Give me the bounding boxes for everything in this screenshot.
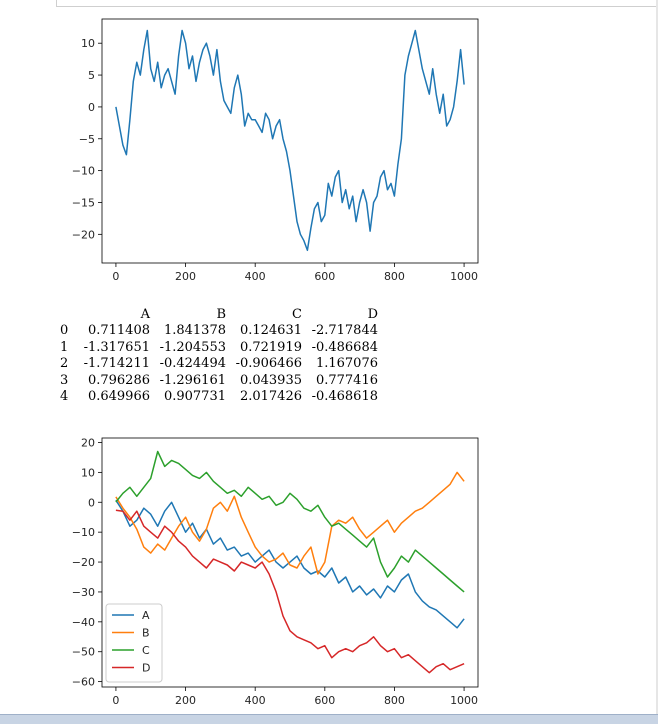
- x-tick-label: 200: [175, 694, 196, 707]
- y-tick-label: 10: [81, 466, 95, 479]
- x-tick-label: 0: [112, 694, 119, 707]
- legend-label: B: [142, 627, 150, 640]
- y-tick-label: −5: [79, 133, 95, 146]
- x-tick-label: 400: [245, 270, 266, 283]
- y-tick-label: 5: [88, 69, 95, 82]
- legend-label: C: [142, 644, 150, 657]
- df-cell: -0.424494: [159, 356, 226, 372]
- legend-label: D: [142, 662, 150, 675]
- y-tick-label: −10: [72, 526, 95, 539]
- df-cell: -1.204553: [159, 339, 226, 355]
- x-tick-label: 800: [384, 270, 405, 283]
- x-tick-label: 1000: [450, 270, 478, 283]
- df-cell: -0.906466: [235, 356, 302, 372]
- df-col-header: B: [216, 307, 226, 322]
- df-cell: 0.907731: [163, 389, 226, 405]
- dataframe-head-table: A B C D 0 0.711408 1.841378 0.124631 -2.…: [60, 307, 378, 405]
- horizontal-scrollbar[interactable]: [0, 714, 658, 724]
- df-cell: -0.468618: [311, 389, 378, 405]
- df-col-header: D: [367, 307, 378, 322]
- df-cell: 1.167076: [315, 356, 378, 372]
- df-row-index: 1: [60, 339, 69, 355]
- df-cell: 0.124631: [239, 323, 302, 339]
- df-row: 2 -1.714211 -0.424494 -0.906466 1.167076: [60, 356, 378, 372]
- y-tick-label: 0: [88, 101, 95, 114]
- series-line-d: [115, 509, 465, 674]
- df-cell: -1.714211: [83, 356, 150, 372]
- y-tick-label: −10: [72, 165, 95, 178]
- x-tick-label: 0: [112, 270, 119, 283]
- y-tick-label: −30: [72, 586, 95, 599]
- x-tick-label: 200: [175, 270, 196, 283]
- y-tick-label: −15: [72, 196, 95, 209]
- x-tick-label: 600: [314, 694, 335, 707]
- series-line-c: [115, 450, 465, 593]
- df-col-header: A: [140, 307, 150, 322]
- x-tick-label: 600: [314, 270, 335, 283]
- y-tick-label: −20: [72, 556, 95, 569]
- y-tick-label: 0: [88, 496, 95, 509]
- df-cell: -2.717844: [311, 323, 378, 339]
- df-row-index: 4: [60, 389, 69, 405]
- df-cell: -1.296161: [159, 372, 226, 388]
- df-row: 4 0.649966 0.907731 2.017426 -0.468618: [60, 389, 378, 405]
- df-index-header: [60, 307, 74, 323]
- cumulative-series-chart: 0 200 400 600 800 1000 20 10 0 −10 −20 −30 −40 −50 −60…: [72, 436, 479, 707]
- series-line-a: [115, 499, 465, 629]
- df-cell: 0.711408: [87, 323, 150, 339]
- y-tick-label: −40: [72, 616, 95, 629]
- series-line-b: [115, 471, 465, 575]
- legend-label: A: [142, 609, 150, 622]
- chart1-axes-frame: [101, 18, 479, 264]
- df-cell: 0.043935: [239, 372, 302, 388]
- x-tick-label: 1000: [450, 694, 478, 707]
- df-cell: 0.649966: [87, 389, 150, 405]
- chart2-axes-frame: [101, 437, 479, 688]
- x-tick-label: 400: [245, 694, 266, 707]
- x-tick-label: 800: [384, 694, 405, 707]
- df-cell: 1.841378: [163, 323, 226, 339]
- y-tick-label: −20: [72, 228, 95, 241]
- df-cell: 0.777416: [315, 372, 378, 388]
- legend-frame: [105, 603, 163, 683]
- y-tick-label: 10: [81, 37, 95, 50]
- df-cell: -0.486684: [311, 339, 378, 355]
- df-cell: 0.796286: [87, 372, 150, 388]
- series-line-random-walk: [115, 29, 465, 252]
- df-row: 0 0.711408 1.841378 0.124631 -2.717844: [60, 323, 378, 339]
- df-row: 3 0.796286 -1.296161 0.043935 0.777416: [60, 373, 378, 389]
- df-cell: 2.017426: [239, 389, 302, 405]
- random-walk-chart: 0 200 400 600 800 1000 10 5 0 −5 −10 −15 −20: [72, 18, 479, 283]
- df-cell: -1.317651: [83, 339, 150, 355]
- df-cell: 0.721919: [239, 339, 302, 355]
- df-row: 1 -1.317651 -1.204553 0.721919 -0.486684: [60, 340, 378, 356]
- df-header-row: A B C D: [60, 307, 378, 323]
- y-tick-label: −50: [72, 646, 95, 659]
- df-row-index: 0: [60, 323, 69, 339]
- df-col-header: C: [292, 307, 302, 322]
- right-scroll-edge: [656, 0, 658, 714]
- df-row-index: 2: [60, 356, 69, 372]
- y-tick-label: −60: [72, 676, 95, 689]
- df-row-index: 3: [60, 372, 69, 388]
- y-tick-label: 20: [81, 436, 95, 449]
